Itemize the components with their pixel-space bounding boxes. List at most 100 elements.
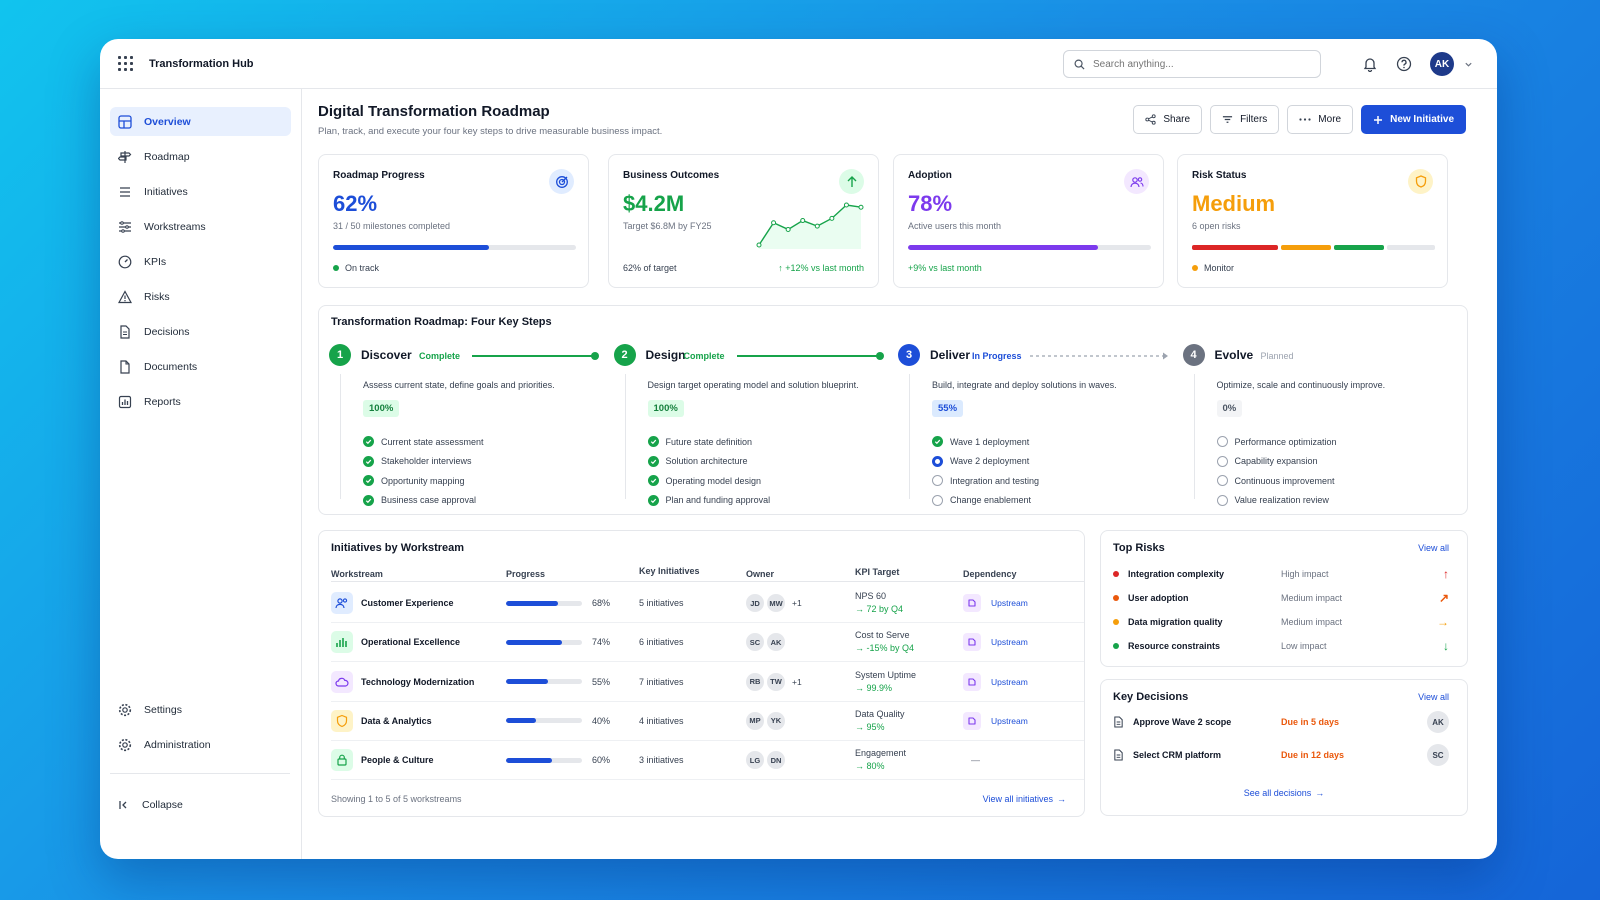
sidebar-item-settings[interactable]: Settings [110,695,290,724]
sidebar-item-risks[interactable]: Risks [110,282,291,311]
owner-avatar[interactable]: AK [1427,711,1449,733]
decision-item[interactable]: Approve Wave 2 scope Due in 5 days AK [1113,709,1449,735]
task-item[interactable]: Opportunity mapping [363,471,484,491]
sidebar-item-administration[interactable]: Administration [110,730,290,759]
new-initiative-button[interactable]: New Initiative [1361,105,1466,134]
workstream-name[interactable]: Data & Analytics [361,715,432,726]
owner-more-count[interactable]: +1 [792,676,802,687]
table-row[interactable]: Customer Experience 68% 5 initiatives JD MW +… [331,584,1084,623]
section-title: Initiatives by Workstream [331,542,465,554]
search-input[interactable] [1093,58,1293,70]
column-header[interactable]: Key Initiatives [639,566,700,576]
table-row[interactable]: Technology Modernization 55% 7 initiatives… [331,663,1084,702]
workstream-name[interactable]: Customer Experience [361,598,454,608]
task-item[interactable]: Stakeholder interviews [363,452,484,472]
search-box[interactable] [1063,50,1321,78]
risk-item[interactable]: Integration complexity High impact ↑ [1113,564,1449,584]
column-header[interactable]: Workstream [331,568,383,579]
task-item[interactable]: Value realization review [1216,491,1337,511]
risk-level-dot [1113,643,1119,649]
chevron-down-icon[interactable] [1464,60,1473,69]
document-icon [120,324,130,339]
dependency-label[interactable]: Upstream [991,637,1028,648]
sidebar-item-overview[interactable]: Overview [110,107,291,136]
filters-button[interactable]: Filters [1210,105,1280,134]
column-header[interactable]: KPI Target [855,567,900,577]
owner-avatar[interactable]: RB [746,672,764,691]
shield-icon [1408,169,1433,194]
workstream-name[interactable]: Technology Modernization [361,676,475,687]
sidebar-item-workstreams[interactable]: Workstreams [110,212,291,241]
view-all-initiatives-link[interactable]: View all initiatives → [983,794,1066,804]
step-task-list: Future state definition Solution architec… [647,432,771,511]
task-item[interactable]: Integration and testing [932,471,1039,491]
column-header[interactable]: Owner [746,568,775,579]
task-label: Solution architecture [665,456,748,467]
risk-item[interactable]: Data migration quality Medium impact → [1113,612,1449,632]
owner-avatar[interactable]: YK [767,711,785,730]
owner-avatar[interactable]: MW [767,594,785,612]
sidebar-item-initiatives[interactable]: Initiatives [110,177,291,206]
column-header[interactable]: Dependency [963,568,1017,579]
step-description: Optimize, scale and continuously improve… [1216,380,1386,390]
task-item[interactable]: Operating model design [647,471,771,491]
status-dot [1192,265,1198,271]
task-item[interactable]: Solution architecture [647,452,771,472]
step-number: 2 [613,344,636,366]
sidebar-item-kpis[interactable]: KPIs [110,247,291,276]
task-item[interactable]: Wave 1 deployment [932,432,1039,452]
table-row[interactable]: Data & Analytics 40% 4 initiatives MP YK Data… [331,702,1084,741]
sidebar-item-roadmap[interactable]: Roadmap [110,142,291,171]
risks-view-all-link[interactable]: View all [1418,543,1449,553]
see-all-decisions-link[interactable]: See all decisions → [1244,788,1325,798]
task-item[interactable]: Performance optimization [1216,432,1337,452]
owner-avatar[interactable]: AK [767,633,785,652]
owner-avatar[interactable]: TW [767,672,785,691]
owner-avatar[interactable]: MP [746,711,764,730]
user-avatar[interactable]: AK [1430,52,1454,76]
step-status: In Progress [972,351,1022,361]
dependency-label: — [971,755,980,766]
help-icon[interactable] [1396,56,1412,72]
app-launcher-icon[interactable] [118,56,133,71]
task-item[interactable]: Future state definition [647,432,771,452]
decisions-view-all-link[interactable]: View all [1418,692,1449,702]
dependency-label[interactable]: Upstream [991,676,1028,687]
roadmap-step-evolve[interactable]: 4 Evolve Planned Optimize, scale and contin… [1182,344,1463,506]
risk-item[interactable]: User adoption Medium impact ↗ [1113,588,1449,608]
task-item[interactable]: Change enablement [932,491,1039,511]
bell-icon[interactable] [1362,56,1378,72]
workstream-name[interactable]: People & Culture [361,755,434,766]
column-header[interactable]: Progress [506,568,546,579]
sidebar-item-label: KPIs [144,255,167,268]
share-button[interactable]: Share [1133,105,1203,134]
risk-item[interactable]: Resource constraints Low impact ↓ [1113,636,1449,656]
roadmap-step-design[interactable]: 2 Design Complete Design target operating m… [613,344,894,506]
task-item[interactable]: Plan and funding approval [647,491,770,511]
sidebar-item-reports[interactable]: Reports [110,387,291,416]
workstream-name[interactable]: Operational Excellence [361,637,461,648]
dependency-label[interactable]: Upstream [991,598,1028,608]
owner-avatar[interactable]: DN [767,751,785,770]
dependency-label[interactable]: Upstream [991,715,1028,726]
more-button[interactable]: More [1287,105,1354,134]
owner-avatar[interactable]: LG [746,751,764,770]
task-item[interactable]: Wave 2 deployment [932,452,1039,472]
owner-more-count[interactable]: +1 [792,598,802,608]
roadmap-step-deliver[interactable]: 3 Deliver In Progress Build, integrate and … [898,344,1178,506]
sidebar-item-documents[interactable]: Documents [110,352,291,381]
table-row[interactable]: Operational Excellence 74% 6 initiatives SC… [331,623,1084,663]
table-row[interactable]: People & Culture 60% 3 initiatives LG DN Enga… [331,741,1084,781]
roadmap-step-discover[interactable]: 1 Discover Complete Assess current state, d… [329,344,609,506]
task-item[interactable]: Capability expansion [1216,452,1337,472]
owner-avatar[interactable]: SC [746,633,764,652]
owner-avatar[interactable]: SC [1427,744,1449,766]
sidebar-item-decisions[interactable]: Decisions [110,317,291,346]
task-item[interactable]: Business case approval [363,491,484,511]
task-item[interactable]: Current state assessment [363,432,484,452]
kpi-target-value: 99.9% [866,682,893,693]
collapse-button[interactable]: Collapse [110,790,290,819]
decision-item[interactable]: Select CRM platform Due in 12 days SC [1113,742,1449,768]
task-item[interactable]: Continuous improvement [1216,471,1337,491]
owner-avatar[interactable]: JD [746,594,764,612]
